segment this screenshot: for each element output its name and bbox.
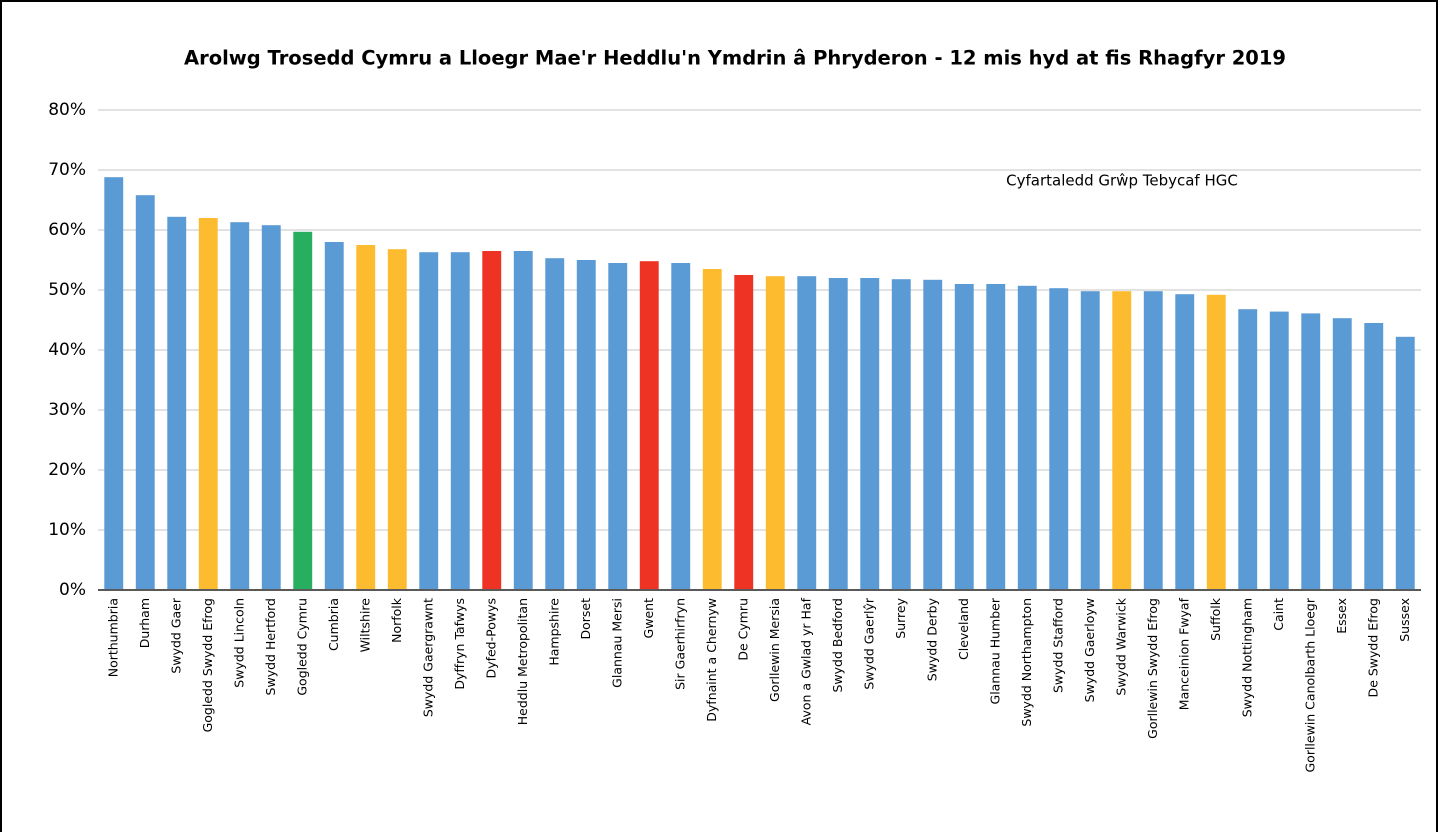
x-tick-label: Sir Gaerhirfryn [672,598,687,690]
bar [1395,336,1415,590]
x-tick-label: Avon a Gwlad yr Haf [798,597,813,725]
bar [1301,313,1321,590]
bar [482,251,502,590]
bar [639,261,659,590]
bar [1143,291,1163,590]
bar [1049,288,1069,590]
x-tick-label: Heddlu Metropolitan [515,598,530,725]
y-tick-label: 30% [48,400,86,420]
bar [230,222,250,590]
bar [986,284,1006,590]
x-tick-label: Gorllewin Canolbarth Lloegr [1302,597,1317,772]
bar [1017,285,1037,590]
x-tick-label: Swydd Derby [924,597,939,681]
bar [923,279,943,590]
bar [293,231,313,591]
x-tick-label: Wiltshire [357,598,372,653]
y-tick-label: 20% [48,460,86,480]
x-tick-label: Norfolk [389,597,404,643]
x-tick-label: Swydd Gaerlŷr [861,597,876,689]
bar [828,278,848,590]
x-tick-label: Cleveland [956,598,971,660]
x-tick-label: Gogledd Cymru [294,598,309,696]
x-tick-label: Swydd Gaerloyw [1082,598,1097,702]
chart-title: Arolwg Trosedd Cymru a Lloegr Mae'r Hedd… [184,47,1286,70]
x-tick-label: Gogledd Swydd Efrog [200,598,215,732]
x-tick-label: Swydd Stafford [1050,598,1065,693]
y-tick-label: 0% [59,580,86,600]
x-tick-label: Dyffryn Tafwys [452,598,467,690]
x-tick-label: Suffolk [1208,597,1223,641]
bar [1175,294,1195,590]
bar [576,260,596,590]
x-tick-label: Manceinion Fwyaf [1176,597,1191,710]
bar [419,252,439,590]
y-tick-label: 60% [48,220,86,240]
x-tick-label: Sussex [1397,598,1412,642]
y-tick-label: 10% [48,520,86,540]
x-tick-label: Northumbria [105,598,120,677]
x-tick-label: Swydd Hertford [263,598,278,695]
bar [545,258,565,590]
bar [1206,294,1226,590]
x-tick-label: Swydd Gaer [168,597,183,673]
bar [324,242,344,590]
y-tick-label: 70% [48,160,86,180]
x-tick-label: Dorset [578,598,593,640]
bar [198,218,218,590]
x-tick-label: Hampshire [546,598,561,666]
bar [608,263,628,590]
x-tick-label: Glannau Humber [987,597,1002,704]
bar [671,263,691,590]
bar [860,278,880,590]
x-tick-label: Essex [1334,598,1349,634]
x-tick-label: Surrey [893,597,908,638]
x-tick-label: Glannau Mersi [609,598,624,688]
bar [734,275,754,590]
bar [702,269,722,590]
x-tick-label: Swydd Nottingham [1239,598,1254,717]
annotation: Cyfartaledd Grŵp Tebycaf HGC [1006,172,1238,190]
x-tick-label: Dyfed-Powys [483,598,498,678]
bar [1269,311,1289,590]
x-tick-label: Swydd Northampton [1019,598,1034,727]
bar [1364,323,1384,590]
bar [261,225,281,590]
bar [356,245,376,590]
x-tick-label: Swydd Warwick [1113,597,1128,695]
bar [1112,291,1132,590]
x-tick-label: De Swydd Efrog [1365,598,1380,697]
x-tick-label: Gorllewin Swydd Efrog [1145,598,1160,739]
bar [104,177,124,590]
y-tick-label: 40% [48,340,86,360]
bar [513,251,533,590]
bar [1332,318,1352,590]
bar [1080,291,1100,590]
bar [450,252,470,590]
bar [167,216,187,591]
bar [765,276,785,590]
x-tick-label: Durham [137,598,152,648]
x-tick-label: Dyfnaint a Chernyw [704,598,719,722]
x-tick-label: Gorllewin Mersia [767,598,782,702]
bar [135,195,155,590]
y-tick-label: 80% [48,100,86,120]
bar [891,279,911,590]
x-tick-label: Swydd Gaergrawnt [420,598,435,717]
x-tick-label: Swydd Bedford [830,598,845,693]
bar [1238,309,1258,590]
y-tick-label: 50% [48,280,86,300]
bar [387,249,407,590]
x-tick-label: Swydd Lincoln [231,598,246,688]
bar [954,284,974,590]
x-tick-label: De Cymru [735,598,750,661]
x-tick-label: Cumbria [326,598,341,651]
x-tick-label: Gwent [641,598,656,639]
x-tick-label: Caint [1271,598,1286,631]
bar [797,276,817,590]
